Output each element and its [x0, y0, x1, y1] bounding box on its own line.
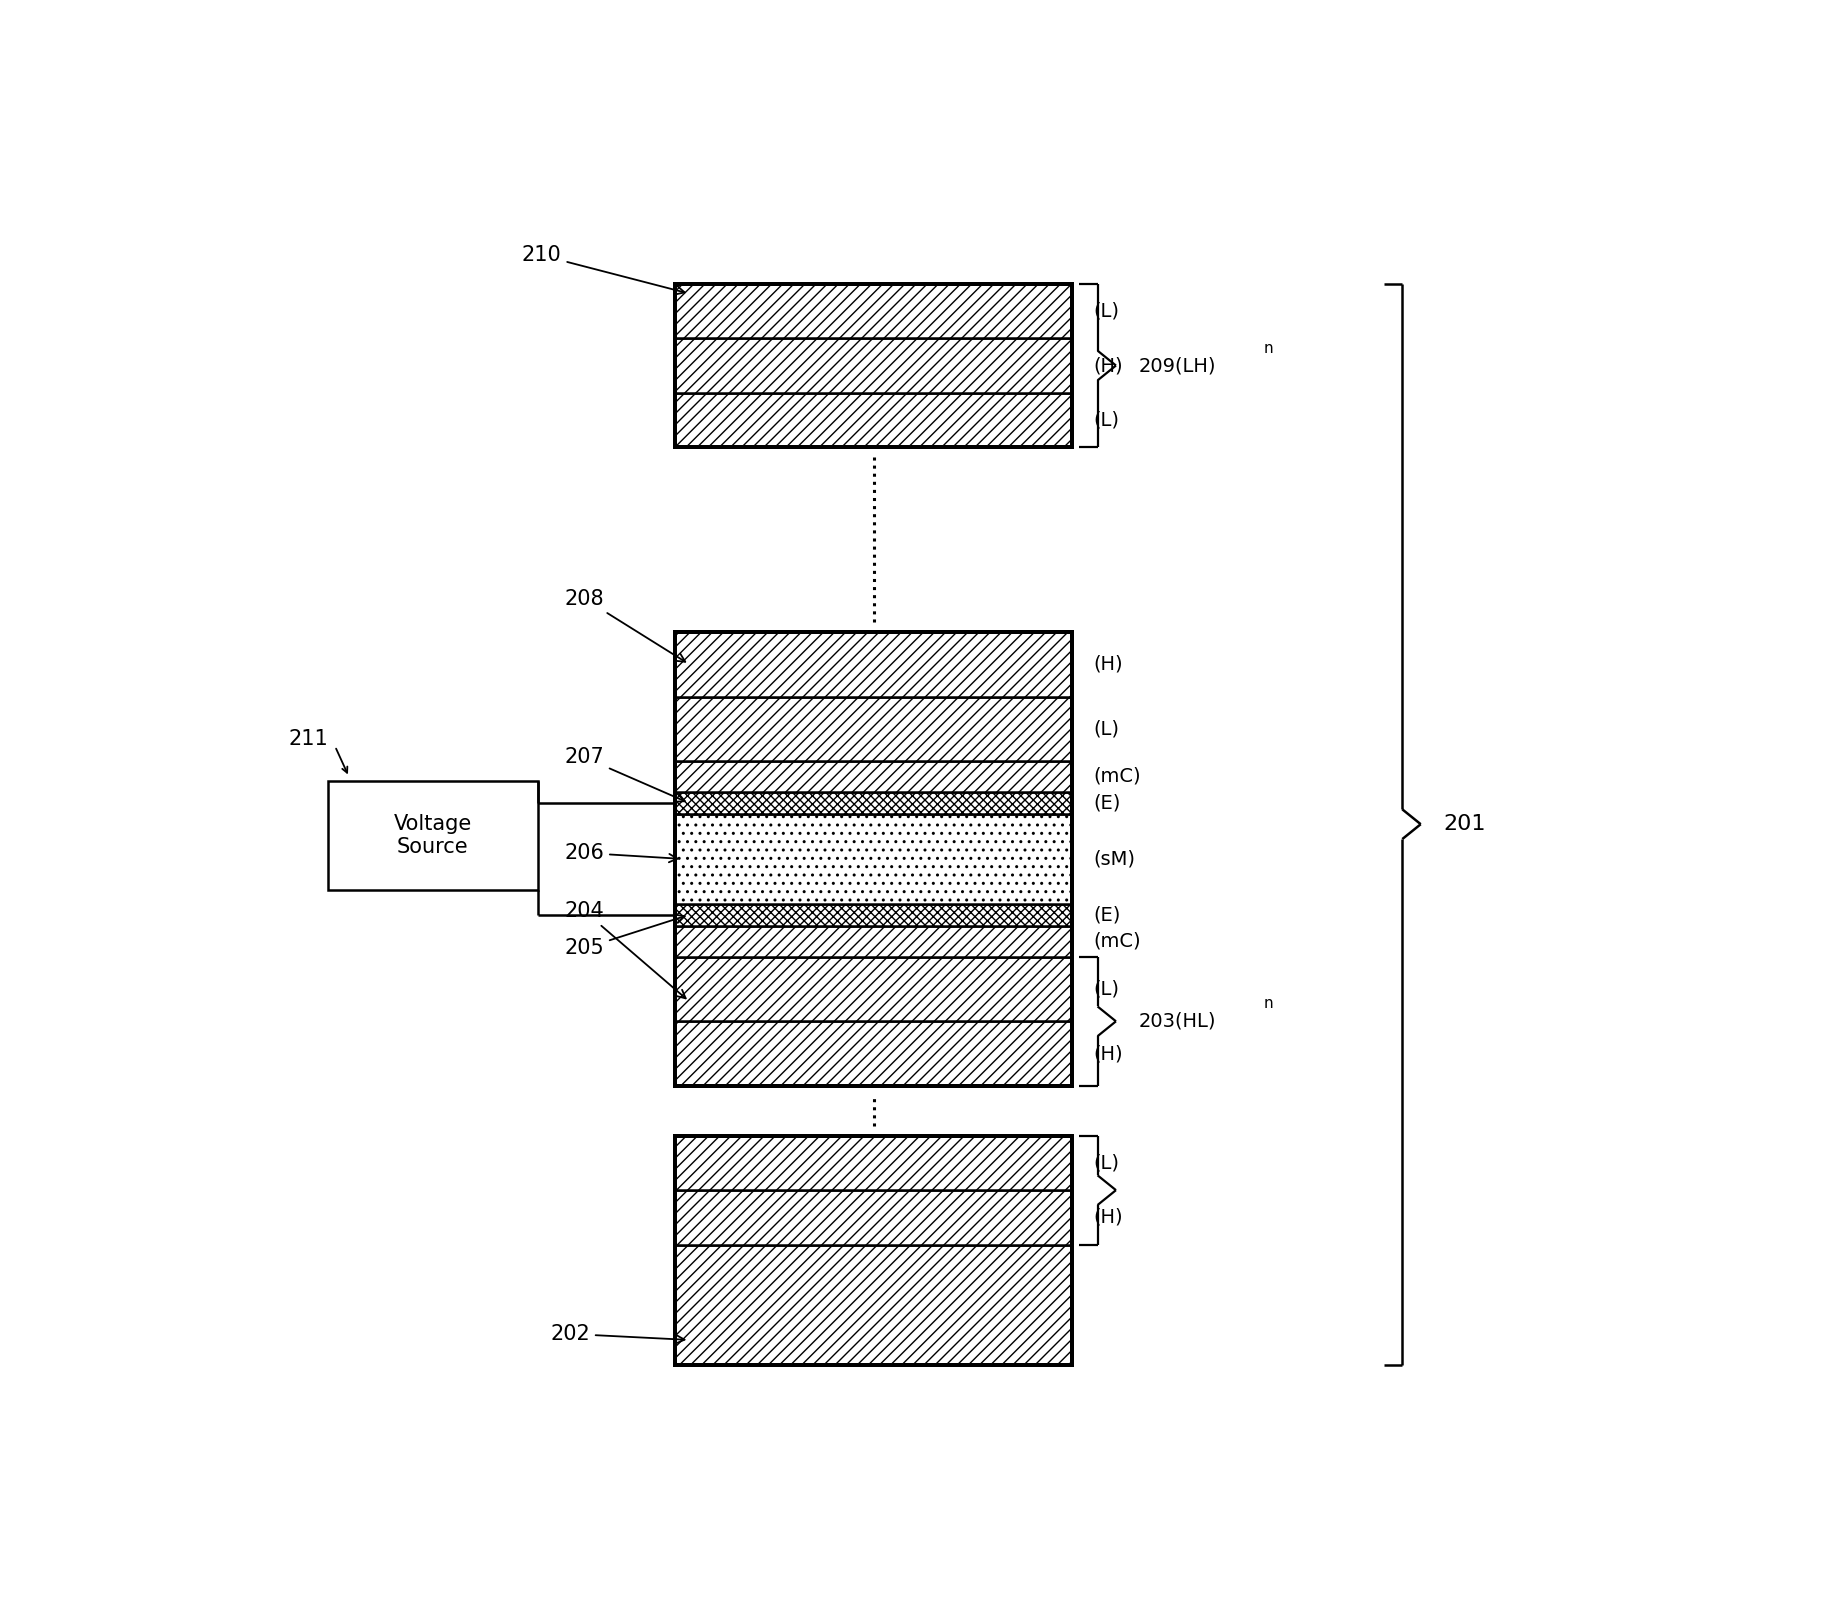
Text: (sM): (sM)	[1094, 850, 1136, 868]
Text: 207: 207	[565, 747, 684, 802]
Text: n: n	[1264, 341, 1273, 356]
Text: 211: 211	[289, 729, 327, 749]
Text: (L): (L)	[1094, 1153, 1119, 1172]
Bar	[675, 283, 1072, 448]
Bar	[675, 815, 1072, 903]
Bar	[675, 1245, 1072, 1365]
Bar	[675, 633, 1072, 697]
Bar	[675, 393, 1072, 448]
Bar	[675, 792, 1072, 815]
Bar	[675, 633, 1072, 1085]
Bar	[675, 1135, 1072, 1365]
Bar	[675, 283, 1072, 338]
Text: 203(HL): 203(HL)	[1139, 1011, 1216, 1030]
Text: (H): (H)	[1094, 356, 1123, 375]
Text: (mC): (mC)	[1094, 766, 1141, 786]
Bar	[675, 903, 1072, 926]
Text: 201: 201	[1443, 815, 1485, 834]
Bar	[675, 762, 1072, 792]
Bar	[675, 926, 1072, 956]
Text: (H): (H)	[1094, 1043, 1123, 1063]
Text: (E): (E)	[1094, 905, 1121, 924]
Text: 205: 205	[565, 914, 684, 958]
Text: 210: 210	[521, 245, 684, 295]
Text: (L): (L)	[1094, 979, 1119, 998]
Text: (H): (H)	[1094, 1208, 1123, 1227]
Bar	[675, 1190, 1072, 1245]
Bar	[675, 1021, 1072, 1085]
Bar	[675, 338, 1072, 393]
Text: 206: 206	[565, 844, 677, 863]
Bar	[327, 781, 538, 890]
Text: (E): (E)	[1094, 794, 1121, 813]
Text: Voltage
Source: Voltage Source	[393, 813, 472, 857]
Text: 204: 204	[565, 902, 686, 998]
Text: (H): (H)	[1094, 655, 1123, 675]
Text: (L): (L)	[1094, 720, 1119, 739]
Text: (L): (L)	[1094, 411, 1119, 430]
Text: 209(LH): 209(LH)	[1139, 356, 1216, 375]
Bar	[675, 697, 1072, 762]
Text: 208: 208	[565, 589, 686, 662]
Text: n: n	[1264, 997, 1273, 1011]
Text: (L): (L)	[1094, 301, 1119, 320]
Text: 202: 202	[551, 1323, 684, 1344]
Bar	[675, 956, 1072, 1021]
Text: (mC): (mC)	[1094, 932, 1141, 952]
Bar	[675, 1135, 1072, 1190]
